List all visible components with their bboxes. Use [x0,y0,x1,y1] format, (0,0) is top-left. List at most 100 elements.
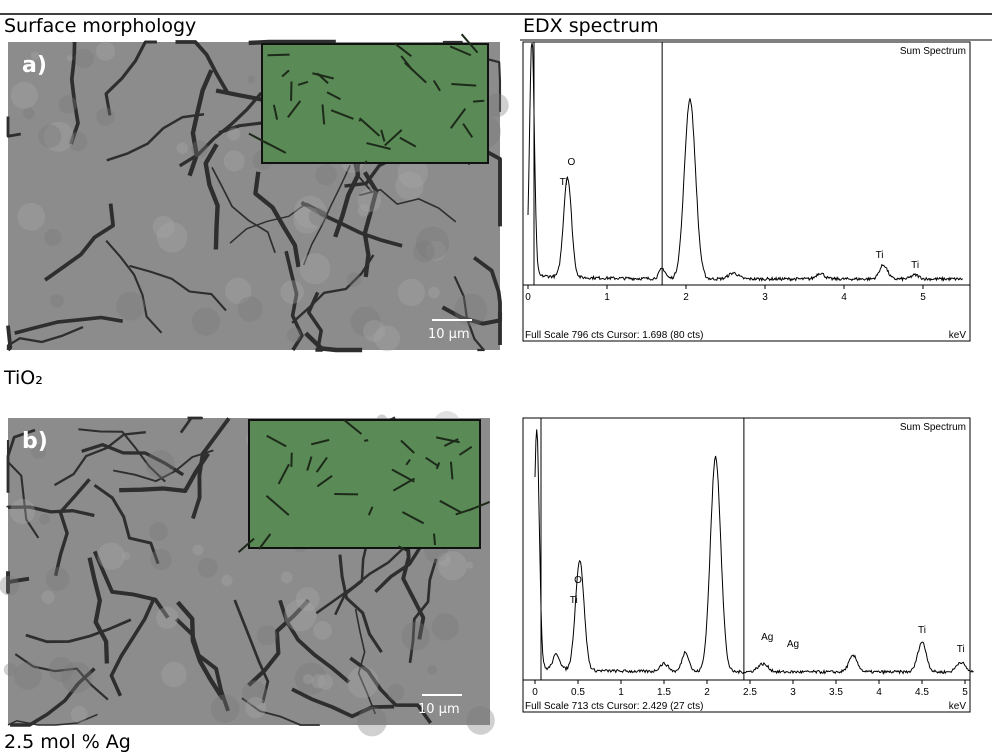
texture [437,553,451,567]
texture [145,450,175,480]
crack [69,41,80,145]
texture [294,662,327,695]
inset-crack [394,42,412,57]
panel-label: a) [22,53,47,78]
scale-label: 10 µm [418,702,460,717]
header-cell: Surface morphology [4,15,196,37]
texture [210,694,240,724]
crack [105,240,163,334]
inset-crack [364,439,369,442]
crack [7,713,98,726]
inset-crack [343,419,363,435]
inset-map [261,43,489,164]
crack [14,653,109,701]
inset-crack [330,109,354,120]
crack [78,428,166,483]
tick-label: 2 [704,687,710,698]
inset-crack [460,33,479,54]
texture [280,280,304,304]
texture [122,551,131,561]
crack [44,203,115,282]
texture [363,319,386,342]
texture [9,498,36,525]
inset-crack [258,533,272,550]
texture [31,443,47,459]
texture [437,551,468,581]
texture [48,656,74,682]
texture [280,571,293,584]
crack [87,557,110,664]
crack [253,171,301,268]
texture [395,171,424,200]
inset-crack [265,494,290,516]
texture [66,55,73,62]
spectrum-unit: keV [949,701,967,712]
texture [313,621,332,640]
inset-crack [297,80,309,86]
inset-crack [439,499,462,514]
texture [293,195,327,229]
texture [0,575,20,596]
inset-crack [384,129,403,147]
texture [221,574,233,587]
texture [346,272,362,287]
texture [41,590,55,604]
texture [58,95,77,114]
texture [286,327,302,343]
spectrum-unit: keV [949,330,967,341]
texture [50,293,64,308]
texture [245,696,267,719]
inset-crack [398,545,408,552]
crack [53,478,91,577]
crack [291,687,395,719]
crack [362,171,379,278]
crack [6,326,84,350]
spectrum-curve [534,429,974,676]
sem-image [6,33,509,353]
inset-crack [358,117,381,137]
crack [472,256,502,345]
tick-label: 4 [841,292,847,303]
texture [10,81,38,109]
texture [13,662,42,690]
crack [6,116,22,138]
inset-crack [248,132,269,145]
texture [38,124,62,148]
inset-crack [267,53,290,57]
crack [291,254,375,324]
inset-crack [451,83,477,87]
peak-label: Ti [918,625,926,636]
tick-label: 5 [962,687,968,698]
texture [190,140,209,158]
texture [413,240,435,263]
texture [357,706,387,737]
crack [119,452,210,494]
spectrum-footer: Full Scale 796 cts Cursor: 1.698 (80 cts… [525,330,703,341]
inset-crack [321,104,326,125]
crack [486,150,502,227]
tick-label: 3 [790,687,796,698]
inset-crack [366,142,391,150]
inset-crack [367,506,374,516]
spectrum-frame [522,417,971,713]
crack [453,275,485,352]
texture [197,557,218,578]
texture [61,662,93,694]
texture [150,548,172,571]
texture [357,188,382,213]
inset-crack [392,477,416,492]
tick-label: 2.5 [743,687,757,698]
texture [256,625,278,646]
crack [109,598,156,697]
sem-image [0,411,495,737]
crack [6,440,40,539]
inset-crack [266,434,287,448]
inset-crack [433,533,437,546]
inset-crack [449,108,467,129]
peak-label: Ti [560,177,568,188]
crack [179,416,203,434]
peak-label: Ag [761,632,773,643]
texture [67,131,88,152]
inset-crack [458,445,473,456]
peak-label: Ti [911,260,919,271]
